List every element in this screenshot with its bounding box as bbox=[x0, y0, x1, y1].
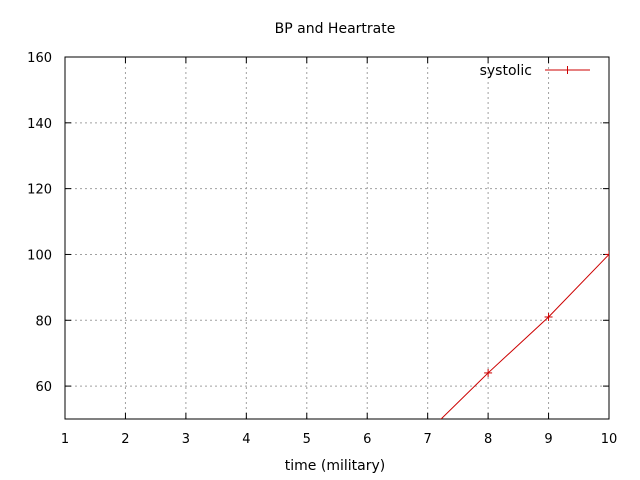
x-tick-label: 2 bbox=[121, 432, 129, 447]
series-layer bbox=[440, 250, 609, 419]
x-tick-label: 8 bbox=[484, 432, 492, 447]
y-tick-label: 120 bbox=[27, 183, 52, 198]
x-axis-label: time (military) bbox=[285, 458, 385, 474]
y-tick-label: 160 bbox=[27, 51, 52, 66]
legend: systolic bbox=[480, 63, 590, 79]
grid-lines bbox=[65, 57, 609, 419]
series-line-systolic bbox=[440, 254, 609, 419]
y-tick-label: 80 bbox=[35, 314, 52, 329]
data-point bbox=[484, 368, 493, 377]
data-point bbox=[544, 312, 553, 321]
legend-marker bbox=[563, 66, 572, 74]
plot-border bbox=[64, 56, 610, 420]
y-tick-label: 60 bbox=[35, 380, 52, 395]
x-tick-labels: 1 2 3 4 5 6 7 8 9 10 bbox=[61, 432, 617, 447]
x-tick-label: 10 bbox=[601, 432, 618, 447]
y-tick-label: 100 bbox=[27, 248, 52, 263]
x-tick-label: 3 bbox=[182, 432, 190, 447]
legend-label: systolic bbox=[480, 63, 532, 79]
data-point bbox=[605, 250, 609, 259]
x-tick-label: 5 bbox=[303, 432, 311, 447]
y-tick-labels: 60 80 100 120 140 160 bbox=[27, 51, 52, 395]
axis-ticks bbox=[64, 56, 610, 419]
x-tick-label: 1 bbox=[61, 432, 69, 447]
y-tick-label: 140 bbox=[27, 117, 52, 132]
chart-title: BP and Heartrate bbox=[275, 21, 396, 37]
x-tick-label: 4 bbox=[242, 432, 250, 447]
x-tick-label: 9 bbox=[544, 432, 552, 447]
x-tick-label: 7 bbox=[424, 432, 432, 447]
x-tick-label: 6 bbox=[363, 432, 371, 447]
